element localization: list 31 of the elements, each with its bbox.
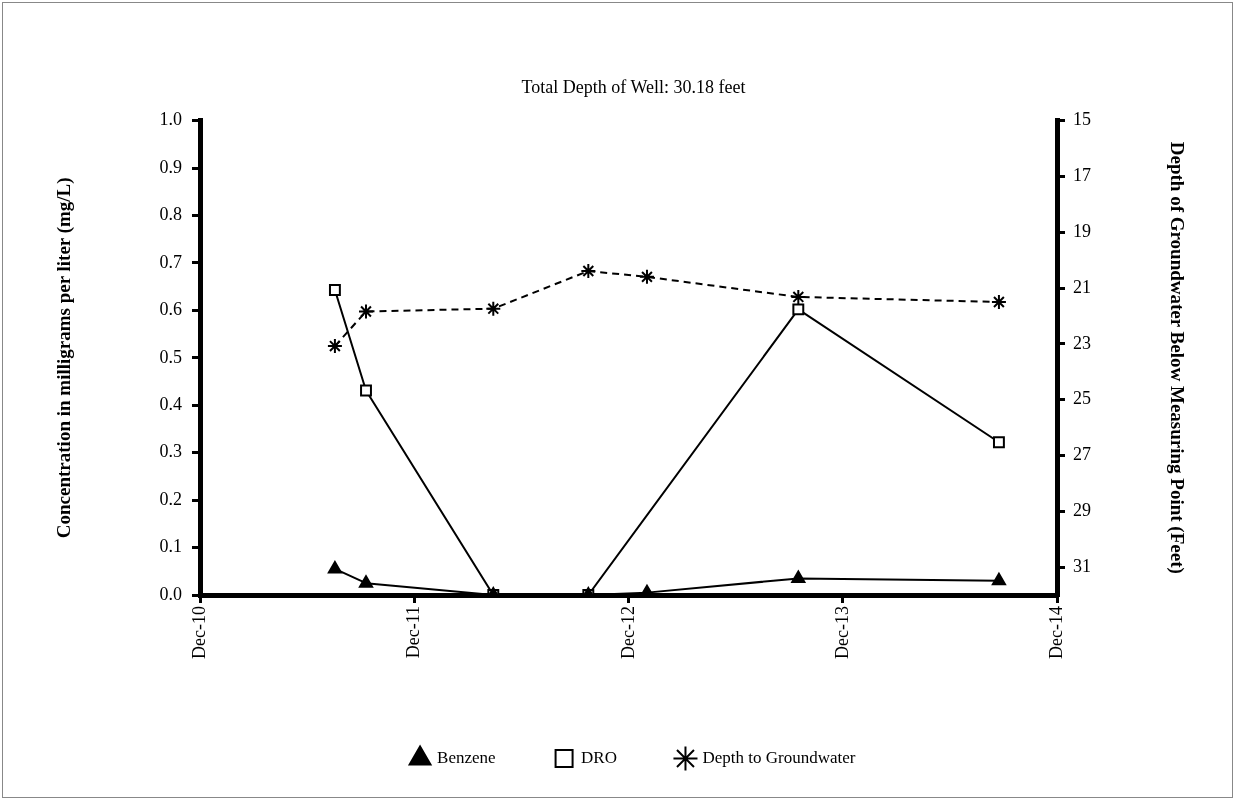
y-tick-label: 0.9 xyxy=(159,156,182,177)
y2-tick-label: 17 xyxy=(1073,165,1091,186)
x-tick-label: Dec-11 xyxy=(402,606,423,659)
y-axis-title: Concentration in milligrams per liter (mg/L) xyxy=(53,177,76,539)
y2-tick-label: 19 xyxy=(1073,220,1091,241)
legend-label: Benzene xyxy=(437,747,496,767)
x-tick-label: Dec-12 xyxy=(617,606,638,659)
y-tick-label: 1.0 xyxy=(159,109,182,130)
y-tick-label: 0.6 xyxy=(159,299,182,320)
y2-tick-label: 31 xyxy=(1073,555,1091,576)
y-tick-label: 0.2 xyxy=(159,488,182,509)
x-tick-label: Dec-13 xyxy=(831,606,852,659)
y-tick-label: 0.1 xyxy=(159,536,182,557)
legend-label: Depth to Groundwater xyxy=(702,747,856,767)
y-tick-label: 0.5 xyxy=(159,346,182,367)
y2-tick-label: 27 xyxy=(1073,444,1091,465)
x-tick-label: Dec-10 xyxy=(188,606,209,659)
y2-tick-label: 29 xyxy=(1073,500,1091,521)
legend-label: DRO xyxy=(581,747,617,767)
y2-tick-label: 25 xyxy=(1073,388,1091,409)
y-tick-label: 0.3 xyxy=(159,441,182,462)
y-tick-label: 0.8 xyxy=(159,204,182,225)
x-tick-label: Dec-14 xyxy=(1045,606,1066,659)
y-tick-label: 0.0 xyxy=(159,583,182,604)
chart-title: Total Depth of Well: 30.18 feet xyxy=(521,76,746,97)
y-tick-label: 0.4 xyxy=(159,393,182,414)
y2-tick-label: 15 xyxy=(1073,109,1091,130)
y2-axis-title: Depth of Groundwater Below Measuring Point (Feet) xyxy=(1165,141,1188,574)
y2-tick-label: 23 xyxy=(1073,332,1091,353)
y-tick-label: 0.7 xyxy=(159,251,182,272)
y2-tick-label: 21 xyxy=(1073,276,1091,297)
